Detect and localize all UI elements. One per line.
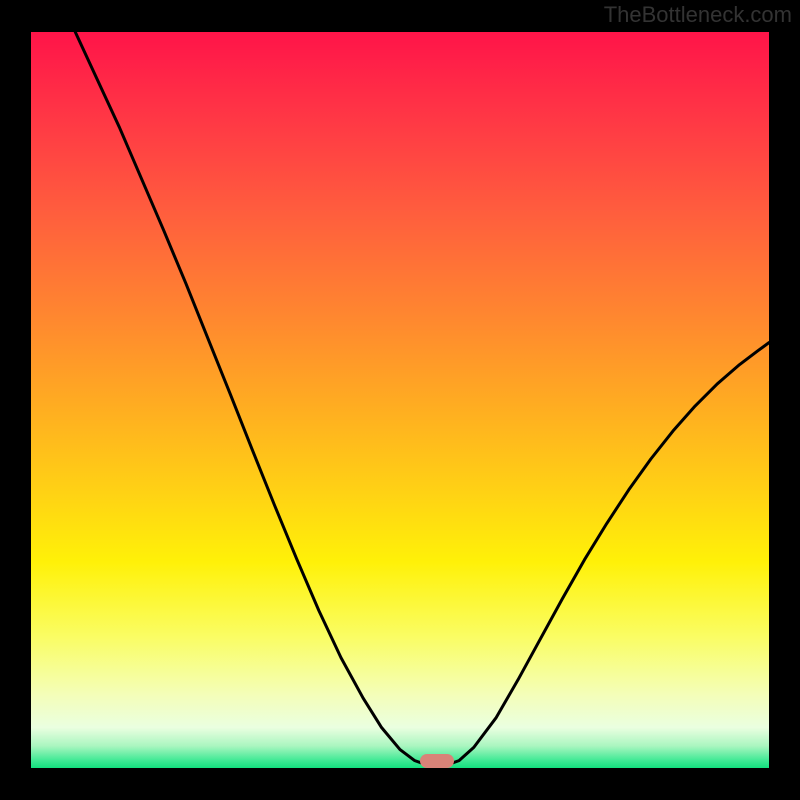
chart-curve	[31, 32, 769, 768]
attribution-label: TheBottleneck.com	[604, 2, 792, 28]
bottleneck-marker	[420, 754, 454, 768]
chart-plot-area	[31, 32, 769, 768]
